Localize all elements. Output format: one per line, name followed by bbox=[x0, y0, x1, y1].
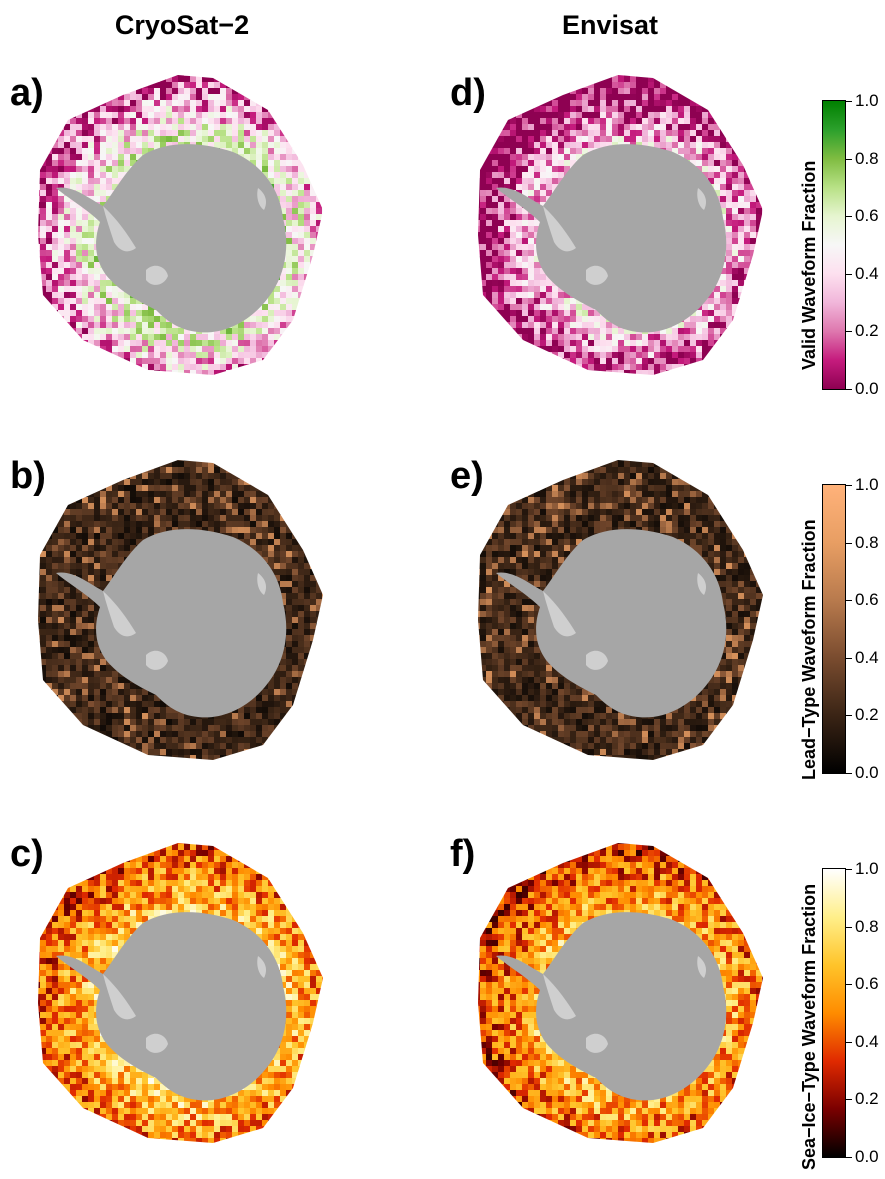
tick-mark bbox=[846, 389, 852, 390]
colorbar-seaice-axis: 0.0 0.2 0.4 0.6 0.8 1.0 bbox=[846, 868, 885, 1158]
column-title-envisat: Envisat bbox=[460, 10, 760, 41]
tick-label: 0.0 bbox=[855, 763, 879, 783]
tick-mark bbox=[846, 1099, 852, 1100]
tick-mark bbox=[846, 274, 852, 275]
colorbar-valid bbox=[822, 100, 846, 390]
tick-label: 1.0 bbox=[855, 859, 879, 879]
colorbar-seaice bbox=[822, 868, 846, 1158]
colorbar-valid-title: Valid Waveform Fraction bbox=[799, 161, 820, 370]
antarctic-map bbox=[28, 70, 328, 380]
tick-mark bbox=[846, 1157, 852, 1158]
tick-label: 0.6 bbox=[855, 590, 879, 610]
map-panel-e bbox=[468, 455, 768, 765]
tick-mark bbox=[846, 927, 852, 928]
antarctic-map bbox=[28, 455, 328, 765]
tick-label: 0.8 bbox=[855, 533, 879, 553]
colorbar-lead bbox=[822, 484, 846, 774]
tick-mark bbox=[846, 216, 852, 217]
map-panel-f bbox=[468, 838, 768, 1148]
tick-mark bbox=[846, 600, 852, 601]
tick-label: 0.0 bbox=[855, 379, 879, 399]
tick-mark bbox=[846, 1042, 852, 1043]
antarctic-map bbox=[468, 455, 768, 765]
antarctic-map bbox=[468, 70, 768, 380]
tick-label: 0.8 bbox=[855, 917, 879, 937]
map-panel-d bbox=[468, 70, 768, 380]
tick-label: 0.0 bbox=[855, 1147, 879, 1167]
map-panel-b bbox=[28, 455, 328, 765]
tick-mark bbox=[846, 101, 852, 102]
colorbar-lead-axis: 0.0 0.2 0.4 0.6 0.8 1.0 bbox=[846, 484, 885, 774]
tick-label: 0.2 bbox=[855, 321, 879, 341]
colorbar-seaice-title: Sea−Ice−Type Waveform Fraction bbox=[799, 884, 820, 1170]
tick-label: 0.2 bbox=[855, 1089, 879, 1109]
tick-label: 0.6 bbox=[855, 974, 879, 994]
tick-mark bbox=[846, 159, 852, 160]
tick-label: 0.4 bbox=[855, 264, 879, 284]
colorbar-valid-axis: 0.0 0.2 0.4 0.6 0.8 1.0 bbox=[846, 100, 885, 390]
tick-label: 1.0 bbox=[855, 475, 879, 495]
antarctic-map bbox=[468, 838, 768, 1148]
tick-label: 0.4 bbox=[855, 648, 879, 668]
map-panel-a bbox=[28, 70, 328, 380]
tick-mark bbox=[846, 984, 852, 985]
tick-mark bbox=[846, 773, 852, 774]
tick-mark bbox=[846, 331, 852, 332]
antarctic-map bbox=[28, 838, 328, 1148]
tick-mark bbox=[846, 658, 852, 659]
tick-mark bbox=[846, 485, 852, 486]
map-panel-c bbox=[28, 838, 328, 1148]
tick-label: 0.2 bbox=[855, 705, 879, 725]
tick-label: 0.6 bbox=[855, 206, 879, 226]
tick-mark bbox=[846, 869, 852, 870]
colorbar-lead-title: Lead−Type Waveform Fraction bbox=[799, 519, 820, 780]
column-title-cryosat: CryoSat−2 bbox=[32, 10, 332, 41]
tick-label: 1.0 bbox=[855, 91, 879, 111]
tick-mark bbox=[846, 715, 852, 716]
tick-label: 0.8 bbox=[855, 149, 879, 169]
tick-label: 0.4 bbox=[855, 1032, 879, 1052]
tick-mark bbox=[846, 543, 852, 544]
